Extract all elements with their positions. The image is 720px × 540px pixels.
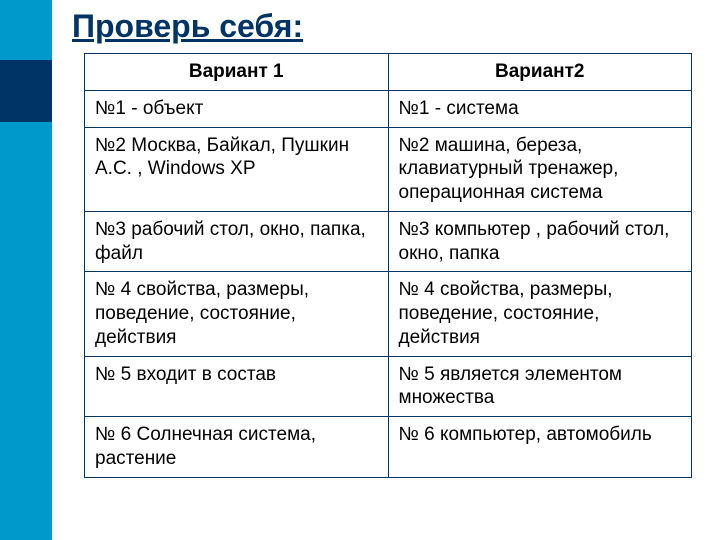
cell-r5-c1: № 5 входит в состав (85, 356, 389, 417)
table-row: № 5 входит в состав № 5 является элемент… (85, 356, 692, 417)
column-header-variant2: Вариант2 (388, 54, 692, 91)
page-title: Проверь себя: (68, 8, 704, 45)
cell-r4-c1: № 4 свойства, размеры, поведение, состоя… (85, 272, 389, 356)
table-row: №2 Москва, Байкал, Пушкин А.С. , Windows… (85, 127, 692, 211)
cell-r6-c1: № 6 Солнечная система, растение (85, 417, 389, 478)
cell-r3-c2: №3 компьютер , рабочий стол, окно, папка (388, 211, 692, 272)
cell-r2-c2: №2 машина, береза, клавиатурный тренажер… (388, 127, 692, 211)
main-content: Проверь себя: Вариант 1 Вариант2 №1 - об… (52, 0, 720, 478)
column-header-variant1: Вариант 1 (85, 54, 389, 91)
table-row: №1 - объект №1 - система (85, 90, 692, 127)
cell-r3-c1: №3 рабочий стол, окно, папка, файл (85, 211, 389, 272)
cell-r5-c2: № 5 является элементом множества (388, 356, 692, 417)
table-row: № 6 Солнечная система, растение № 6 комп… (85, 417, 692, 478)
cell-r1-c1: №1 - объект (85, 90, 389, 127)
cell-r2-c1: №2 Москва, Байкал, Пушкин А.С. , Windows… (85, 127, 389, 211)
comparison-table: Вариант 1 Вариант2 №1 - объект №1 - сист… (84, 53, 692, 478)
table-header-row: Вариант 1 Вариант2 (85, 54, 692, 91)
cell-r6-c2: № 6 компьютер, автомобиль (388, 417, 692, 478)
cell-r1-c2: №1 - система (388, 90, 692, 127)
sidebar-decoration (0, 0, 52, 540)
table-row: №3 рабочий стол, окно, папка, файл №3 ко… (85, 211, 692, 272)
cell-r4-c2: № 4 свойства, размеры, поведение, состоя… (388, 272, 692, 356)
table-row: № 4 свойства, размеры, поведение, состоя… (85, 272, 692, 356)
